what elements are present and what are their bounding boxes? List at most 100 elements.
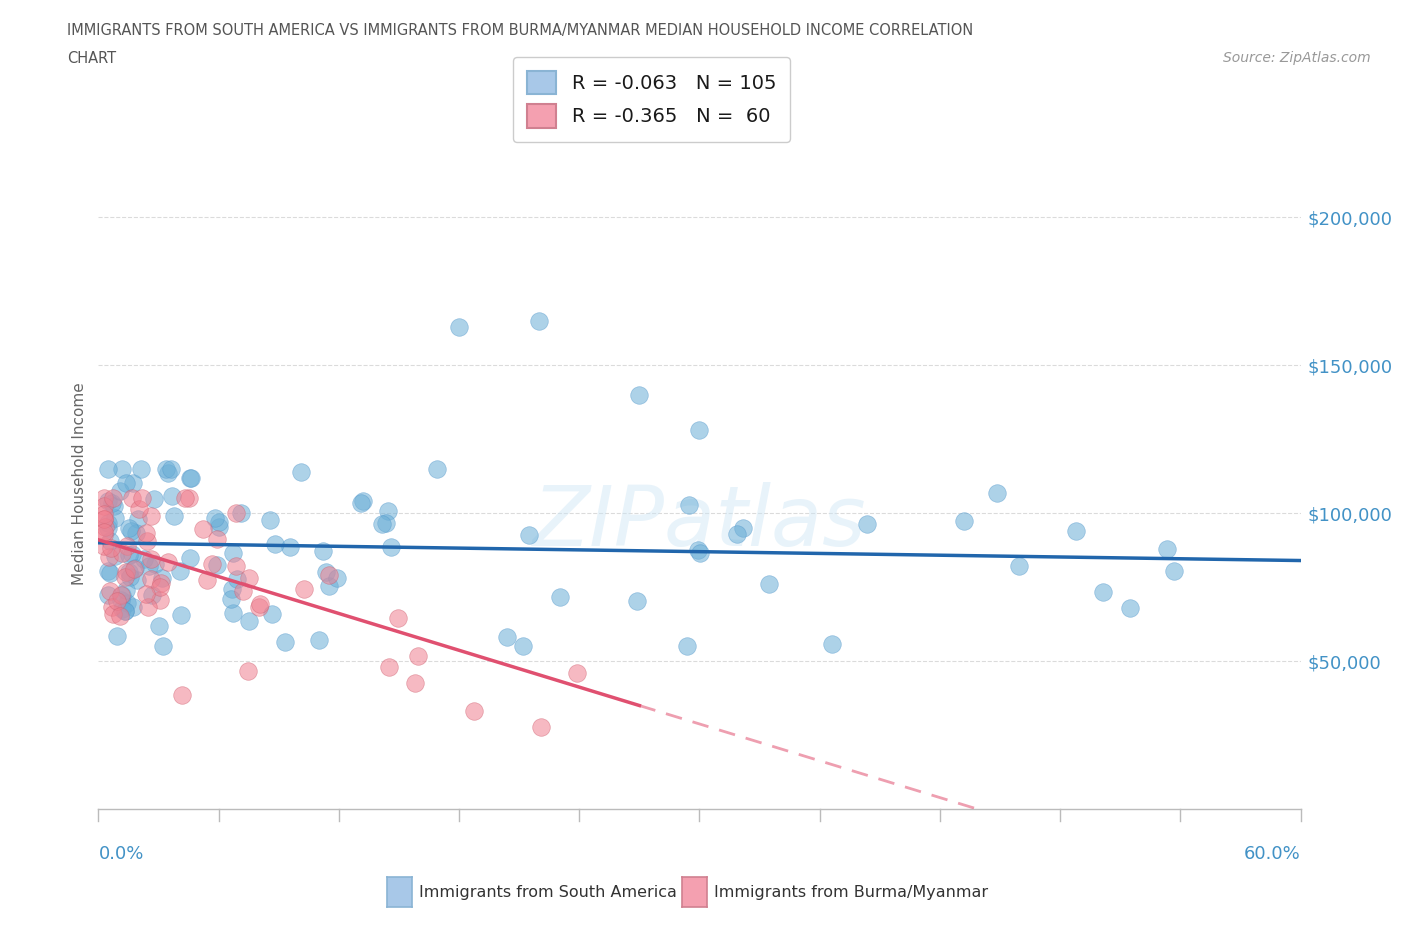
Point <box>122 600 145 615</box>
Point <box>110 484 132 498</box>
Point <box>101 606 124 621</box>
Point <box>259 512 281 527</box>
Point <box>377 503 399 518</box>
Point <box>145 556 167 571</box>
Point <box>689 545 711 560</box>
Point <box>160 489 183 504</box>
Point <box>278 539 301 554</box>
Point <box>567 666 589 681</box>
Point <box>463 703 485 718</box>
Point <box>1064 524 1087 538</box>
Point <box>117 521 139 536</box>
Point <box>378 659 401 674</box>
Point <box>953 513 976 528</box>
Text: ZIPatlas: ZIPatlas <box>533 482 866 564</box>
Point <box>128 501 150 516</box>
Point <box>131 491 153 506</box>
Point <box>120 524 142 538</box>
Point <box>380 539 402 554</box>
Point <box>110 593 132 608</box>
Point <box>177 491 200 506</box>
Point <box>135 587 157 602</box>
Point <box>118 547 141 562</box>
Point <box>686 542 709 557</box>
Point <box>205 557 228 572</box>
Point <box>98 566 121 581</box>
Point <box>97 588 120 603</box>
Point <box>678 498 700 512</box>
Point <box>986 485 1008 500</box>
Point <box>387 610 409 625</box>
Point <box>179 551 201 565</box>
Point <box>404 675 426 690</box>
Point <box>201 556 224 571</box>
Point <box>115 583 138 598</box>
Point <box>160 461 183 476</box>
Point <box>136 534 159 549</box>
Point <box>689 423 711 438</box>
Point <box>150 570 173 585</box>
Point <box>93 506 115 521</box>
Point <box>139 509 162 524</box>
Point <box>121 546 143 561</box>
Point <box>105 628 128 643</box>
Point <box>222 546 245 561</box>
Point <box>93 527 115 542</box>
Point <box>121 491 143 506</box>
Point <box>312 544 335 559</box>
Point <box>136 599 159 614</box>
Point <box>205 531 228 546</box>
Point <box>262 606 284 621</box>
Point <box>100 496 122 511</box>
Point <box>105 593 128 608</box>
Point <box>115 476 138 491</box>
Point <box>104 549 127 564</box>
Point <box>148 618 170 633</box>
Point <box>114 604 136 618</box>
Point <box>264 537 287 551</box>
Point <box>290 465 312 480</box>
Point <box>273 634 295 649</box>
Point <box>229 505 252 520</box>
Point <box>127 573 149 588</box>
Y-axis label: Median Household Income: Median Household Income <box>72 382 87 585</box>
Point <box>135 525 157 540</box>
Point <box>820 637 842 652</box>
Point <box>374 516 396 531</box>
Point <box>114 604 136 618</box>
Point <box>195 573 218 588</box>
Point <box>114 570 136 585</box>
Point <box>100 540 122 555</box>
Point <box>1119 601 1142 616</box>
Point <box>111 545 134 560</box>
Point <box>117 538 139 553</box>
Point <box>149 579 172 594</box>
Point <box>111 601 134 616</box>
Point <box>127 512 149 526</box>
Point <box>249 596 271 611</box>
Point <box>93 512 115 526</box>
Point <box>519 527 541 542</box>
Point <box>221 582 243 597</box>
Point <box>219 591 242 606</box>
Point <box>169 564 191 578</box>
Point <box>173 491 195 506</box>
Point <box>512 639 534 654</box>
Point <box>104 511 127 525</box>
Point <box>156 555 179 570</box>
Point <box>117 595 139 610</box>
Text: Immigrants from Burma/Myanmar: Immigrants from Burma/Myanmar <box>714 885 988 900</box>
Point <box>110 588 132 603</box>
Point <box>207 514 229 529</box>
Point <box>108 609 131 624</box>
Point <box>208 520 231 535</box>
Point <box>93 512 115 527</box>
Point <box>150 576 173 591</box>
Point <box>101 491 124 506</box>
Text: 60.0%: 60.0% <box>1244 844 1301 863</box>
Point <box>110 588 132 603</box>
Point <box>163 508 186 523</box>
Point <box>100 583 122 598</box>
Text: CHART: CHART <box>67 51 117 66</box>
Point <box>103 498 125 513</box>
